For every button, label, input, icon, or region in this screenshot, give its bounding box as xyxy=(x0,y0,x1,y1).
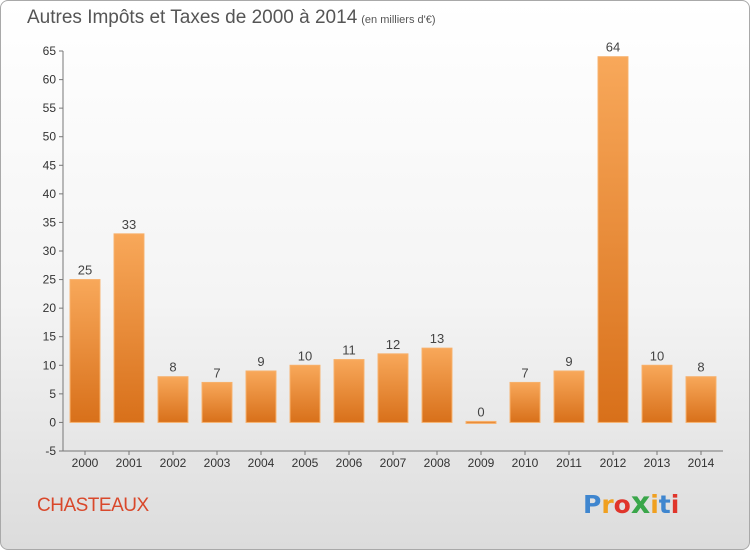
y-tick-label: 25 xyxy=(43,273,57,287)
bar-value-label: 9 xyxy=(257,354,264,369)
chart-subtitle: (en milliers d'€) xyxy=(361,14,436,26)
logo-letter: P xyxy=(583,490,602,519)
bar-value-label: 7 xyxy=(521,365,528,380)
chart-title-text: Autres Impôts et Taxes de 2000 à 2014 xyxy=(27,7,358,28)
x-tick-label: 2005 xyxy=(292,456,319,470)
x-tick-label: 2002 xyxy=(160,456,187,470)
y-tick-label: 35 xyxy=(43,215,57,229)
bar-value-label: 10 xyxy=(298,348,312,363)
bar-2011 xyxy=(553,370,585,423)
bar-value-label: 64 xyxy=(606,40,620,55)
place-name: CHASTEAUX xyxy=(37,495,149,516)
x-tick-label: 2006 xyxy=(336,456,363,470)
bar-2013 xyxy=(641,364,673,423)
y-tick-label: 5 xyxy=(49,387,56,401)
y-tick-label: 50 xyxy=(43,130,57,144)
logo-letter: x xyxy=(630,486,651,521)
y-tick-label: 60 xyxy=(43,73,57,87)
bar-value-label: 33 xyxy=(122,217,136,232)
x-tick-label: 2007 xyxy=(380,456,407,470)
bar-value-label: 11 xyxy=(342,343,356,358)
y-tick-label: 20 xyxy=(43,301,57,315)
bar-value-label: 7 xyxy=(213,365,220,380)
logo-letter: r xyxy=(601,490,614,519)
logo-letter: i xyxy=(670,490,680,519)
x-tick-label: 2008 xyxy=(424,456,451,470)
x-tick-label: 2009 xyxy=(468,456,495,470)
bar-2004 xyxy=(245,370,277,423)
bar-2009 xyxy=(465,420,497,424)
chart-title: Autres Impôts et Taxes de 2000 à 2014 (en… xyxy=(27,7,436,29)
x-tick-label: 2000 xyxy=(72,456,99,470)
x-tick-label: 2003 xyxy=(204,456,231,470)
x-tick-label: 2001 xyxy=(116,456,143,470)
y-tick-label: 0 xyxy=(49,415,56,429)
x-tick-label: 2012 xyxy=(600,456,627,470)
logo-letter: i xyxy=(650,490,659,519)
bar-2010 xyxy=(509,381,541,423)
bar-value-label: 8 xyxy=(169,360,176,375)
y-tick-label: 30 xyxy=(43,244,57,258)
x-tick-label: 2011 xyxy=(556,456,582,470)
bar-value-label: 9 xyxy=(565,354,572,369)
bar-2002 xyxy=(157,376,189,423)
bar-value-label: 25 xyxy=(78,263,92,278)
y-tick-label: 55 xyxy=(43,101,57,115)
bar-value-label: 0 xyxy=(477,404,484,419)
y-tick-label: 45 xyxy=(43,158,57,172)
y-tick-label: 40 xyxy=(43,187,57,201)
bar-2001 xyxy=(113,233,145,423)
bar-value-label: 10 xyxy=(650,348,664,363)
y-tick-label: 65 xyxy=(43,44,57,58)
logo-letter: o xyxy=(613,490,631,519)
y-tick-label: 15 xyxy=(43,330,57,344)
y-tick-label: 10 xyxy=(43,358,57,372)
bar-value-label: 13 xyxy=(430,331,444,346)
x-tick-label: 2013 xyxy=(644,456,671,470)
bar-2000 xyxy=(69,279,101,423)
bar-value-label: 12 xyxy=(386,337,400,352)
bar-2005 xyxy=(289,364,321,423)
bar-2008 xyxy=(421,347,453,423)
bar-2014 xyxy=(685,376,717,423)
proxiti-logo: Proxiti xyxy=(583,486,680,521)
bar-2006 xyxy=(333,359,365,423)
x-tick-label: 2010 xyxy=(512,456,539,470)
bar-2007 xyxy=(377,353,409,423)
bar-2012 xyxy=(597,56,629,423)
x-tick-label: 2004 xyxy=(248,456,275,470)
bar-value-label: 8 xyxy=(697,360,704,375)
x-tick-label: 2014 xyxy=(688,456,715,470)
logo-letter: t xyxy=(658,490,671,519)
y-tick-label: -5 xyxy=(45,444,56,458)
bar-2003 xyxy=(201,381,233,423)
